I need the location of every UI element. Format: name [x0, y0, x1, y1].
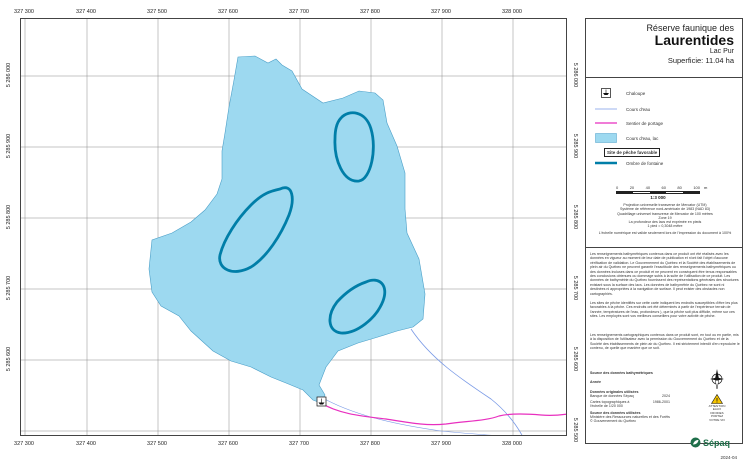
y-tick: 5 286 000: [572, 62, 578, 88]
x-tick: 327 700: [289, 9, 309, 15]
y-tick: 5 285 900: [6, 133, 12, 159]
legend-label: Ombre de fontaine: [626, 160, 664, 166]
source-row: Banque de données Sépaq 2024: [590, 393, 670, 398]
x-tick: 327 300: [14, 441, 34, 447]
x-tick: 328 000: [502, 441, 522, 447]
legend-item-stream: Cours d'eau: [594, 106, 650, 112]
scale-tick: 0: [616, 185, 619, 190]
cold-water-warning: ! ATTENTION EAUX FROIDES PORTEZ VOTRE VF…: [706, 394, 728, 422]
scale-tick: 40: [645, 185, 651, 190]
lake-polygon[interactable]: [148, 55, 426, 404]
area-label: Superficie:: [667, 56, 704, 65]
title-block: Réserve faunique des Laurentides Lac Pur…: [586, 19, 742, 65]
x-tick: 327 900: [431, 441, 451, 447]
projection-info: Projection universelle transverse de Mer…: [590, 203, 740, 235]
fish-zone-west[interactable]: [218, 186, 294, 273]
legend-label: Cours d'eau, lac: [626, 135, 659, 141]
y-tick: 5 285 800: [572, 204, 578, 230]
stream-line: [410, 328, 523, 435]
brand-name: Sépaq: [703, 437, 731, 448]
x-tick: 327 800: [360, 441, 380, 447]
used-data-title: Source des données utilisées: [590, 410, 641, 415]
reserve-label: Réserve faunique des: [646, 23, 734, 33]
x-tick: 327 800: [360, 9, 380, 15]
legend-item-fish-zone: Ombre de fontaine: [594, 160, 663, 166]
fishing-sites-note: Les sites de pêche identifiés sur cette …: [590, 301, 738, 319]
scale-tick: 80: [677, 185, 682, 190]
y-tick: 5 285 700: [6, 275, 12, 301]
y-tick: 5 285 700: [572, 275, 578, 301]
x-tick: 327 400: [76, 9, 96, 15]
x-tick: 327 600: [218, 441, 238, 447]
fish-zone-north[interactable]: [333, 111, 375, 183]
scale-tick: 100: [693, 185, 700, 190]
x-tick: 328 000: [502, 9, 522, 15]
legend-label: Sentier de portage: [626, 120, 664, 126]
divider: [586, 247, 742, 248]
map-date: 2024-04: [720, 455, 737, 459]
area-readout: Superficie: 11.04 ha: [586, 56, 734, 65]
reserve-name: Laurentides: [654, 32, 734, 48]
scale-ratio: 1:3 000: [650, 195, 666, 200]
map-frame[interactable]: [20, 18, 567, 436]
stream-line-2: [320, 396, 492, 435]
fishing-site-box: Site de pêche favorable: [604, 148, 661, 157]
y-tick: 5 286 000: [6, 62, 12, 88]
legend-item-boat: Chaloupe: [594, 88, 645, 98]
x-tick: 327 900: [431, 9, 451, 15]
lake-name: Lac Pur: [709, 48, 734, 55]
portage-trail: [320, 402, 566, 426]
bathymetry-disclaimer: Les renseignements bathymétriques conten…: [590, 252, 739, 296]
warning-text: ATTENTION EAUX FROIDES PORTEZ VOTRE VFI: [708, 404, 726, 422]
x-tick: 327 400: [76, 441, 96, 447]
original-data-title: Données originales utilisées: [590, 389, 639, 394]
scale-unit: m: [704, 185, 708, 190]
legend-item-lake: Cours d'eau, lac: [594, 133, 658, 143]
fish-zone-line-icon: [594, 160, 618, 166]
legend-panel: Réserve faunique des Laurentides Lac Pur…: [585, 18, 743, 459]
scale-note: L'échelle numérique est valide seulement…: [598, 230, 732, 235]
area-value: 11.04 ha: [705, 56, 734, 65]
portage-line-icon: [594, 120, 618, 126]
x-tick: 327 300: [14, 9, 34, 15]
stream-line-icon: [594, 106, 618, 112]
legend-item-portage: Sentier de portage: [594, 120, 663, 126]
svg-text:!: !: [716, 399, 718, 405]
map-canvas[interactable]: [21, 19, 567, 436]
legend-item-fishing-site: Site de pêche favorable: [604, 148, 661, 157]
y-tick: 5 285 600: [572, 346, 578, 372]
source-row: Cartes topographiques à l'échelle de 1/2…: [590, 400, 670, 409]
lake-fill-icon: [594, 133, 618, 143]
sources-block: Source des données bathymétriques Année …: [590, 371, 700, 424]
scale-ticks: 0 20 40 60 80 100: [616, 185, 700, 190]
scale-segments: [616, 191, 700, 194]
bathy-source-title: Source des données bathymétriques: [590, 371, 653, 375]
scale-tick: 60: [661, 185, 666, 190]
y-tick: 5 285 900: [572, 133, 578, 159]
legend-label: Cours d'eau: [626, 106, 651, 112]
divider: [586, 77, 742, 78]
scale-tick: 20: [629, 185, 635, 190]
fish-zone-south[interactable]: [328, 278, 387, 335]
boat-icon: [594, 88, 618, 98]
x-tick: 327 700: [289, 441, 309, 447]
y-tick: 5 285 600: [6, 346, 12, 372]
x-tick: 327 500: [147, 441, 167, 447]
copyright-note: Les renseignements cartographiques conte…: [590, 333, 740, 351]
north-arrow-icon: [710, 369, 724, 389]
y-tick: 5 285 500: [572, 417, 578, 443]
year-label: Année: [590, 380, 601, 385]
legend-label: Chaloupe: [626, 90, 646, 96]
x-tick: 327 600: [218, 9, 238, 15]
warning-icon: !: [711, 394, 723, 404]
sepaq-logo: Sépaq: [690, 437, 730, 448]
scale-bar: 0 20 40 60 80 100 1:3 000: [616, 185, 700, 200]
sepaq-leaf-icon: [690, 437, 701, 448]
boat-icon[interactable]: [316, 396, 327, 407]
y-tick: 5 285 800: [6, 204, 12, 230]
x-tick: 327 500: [147, 9, 167, 15]
